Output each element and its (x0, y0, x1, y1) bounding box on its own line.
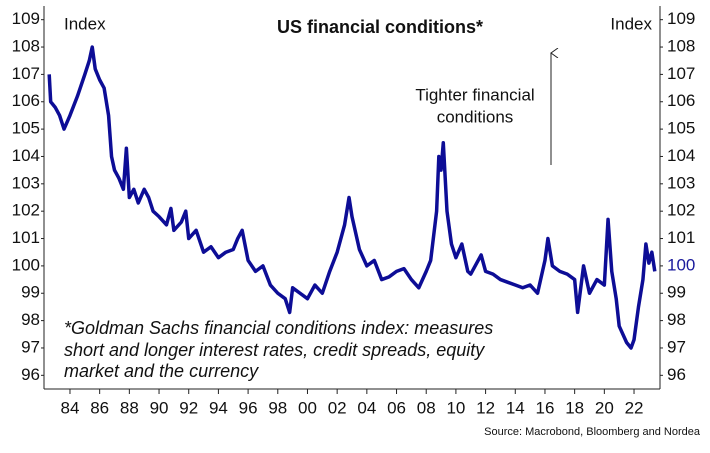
footnote: *Goldman Sachs financial conditions inde… (64, 318, 493, 338)
y2-tick-label: 102 (667, 201, 695, 220)
x-tick-label: 04 (357, 398, 376, 417)
y2-tick-label: 96 (667, 365, 686, 384)
y-axis-label: Index (64, 14, 106, 33)
footnote: short and longer interest rates, credit … (64, 340, 485, 360)
y2-axis-label: Index (610, 14, 652, 33)
x-tick-label: 00 (298, 398, 317, 417)
x-tick-label: 06 (387, 398, 406, 417)
x-tick-label: 96 (239, 398, 258, 417)
y2-tick-label: 103 (667, 173, 695, 192)
x-tick-label: 08 (417, 398, 436, 417)
x-tick-label: 18 (565, 398, 584, 417)
y2-tick-label: 97 (667, 337, 686, 356)
x-tick-label: 90 (150, 398, 169, 417)
y-tick-label: 101 (12, 228, 40, 247)
y-tick-label: 98 (21, 310, 40, 329)
y2-tick-label: 108 (667, 37, 695, 56)
x-tick-label: 16 (536, 398, 555, 417)
y-tick-label: 99 (21, 283, 40, 302)
y-tick-label: 96 (21, 365, 40, 384)
chart-title: US financial conditions* (277, 17, 483, 37)
annotation: conditions (437, 107, 514, 126)
annotation: Tighter financial (415, 85, 534, 104)
y2-tick-label: 100 (667, 255, 695, 274)
x-tick-label: 88 (120, 398, 139, 417)
y-tick-label: 104 (12, 146, 40, 165)
x-tick-label: 14 (506, 398, 525, 417)
y2-tick-label: 98 (667, 310, 686, 329)
footnote: market and the currency (64, 361, 259, 381)
line-series (47, 45, 657, 350)
y-tick-label: 107 (12, 64, 40, 83)
y-tick-label: 108 (12, 37, 40, 56)
y2-tick-label: 106 (667, 91, 695, 110)
y2-tick-label: 99 (667, 283, 686, 302)
x-tick-label: 92 (179, 398, 198, 417)
y-tick-label: 109 (12, 9, 40, 28)
x-tick-label: 84 (61, 398, 80, 417)
y2-tick-label: 101 (667, 228, 695, 247)
x-tick-label: 02 (328, 398, 347, 417)
x-tick-label: 94 (209, 398, 228, 417)
source: Source: Macrobond, Bloomberg and Nordea (484, 426, 701, 438)
x-tick-label: 98 (268, 398, 287, 417)
y2-tick-label: 107 (667, 64, 695, 83)
y-tick-label: 102 (12, 201, 40, 220)
y-tick-label: 103 (12, 173, 40, 192)
y2-tick-label: 109 (667, 9, 695, 28)
y2-tick-label: 105 (667, 119, 695, 138)
y-tick-label: 105 (12, 119, 40, 138)
x-tick-label: 10 (446, 398, 465, 417)
y-tick-label: 106 (12, 91, 40, 110)
x-tick-label: 22 (625, 398, 644, 417)
y-tick-label: 100 (12, 255, 40, 274)
x-tick-label: 12 (476, 398, 495, 417)
x-tick-label: 86 (90, 398, 109, 417)
y2-tick-label: 104 (667, 146, 695, 165)
x-tick-label: 20 (595, 398, 614, 417)
y-tick-label: 97 (21, 337, 40, 356)
